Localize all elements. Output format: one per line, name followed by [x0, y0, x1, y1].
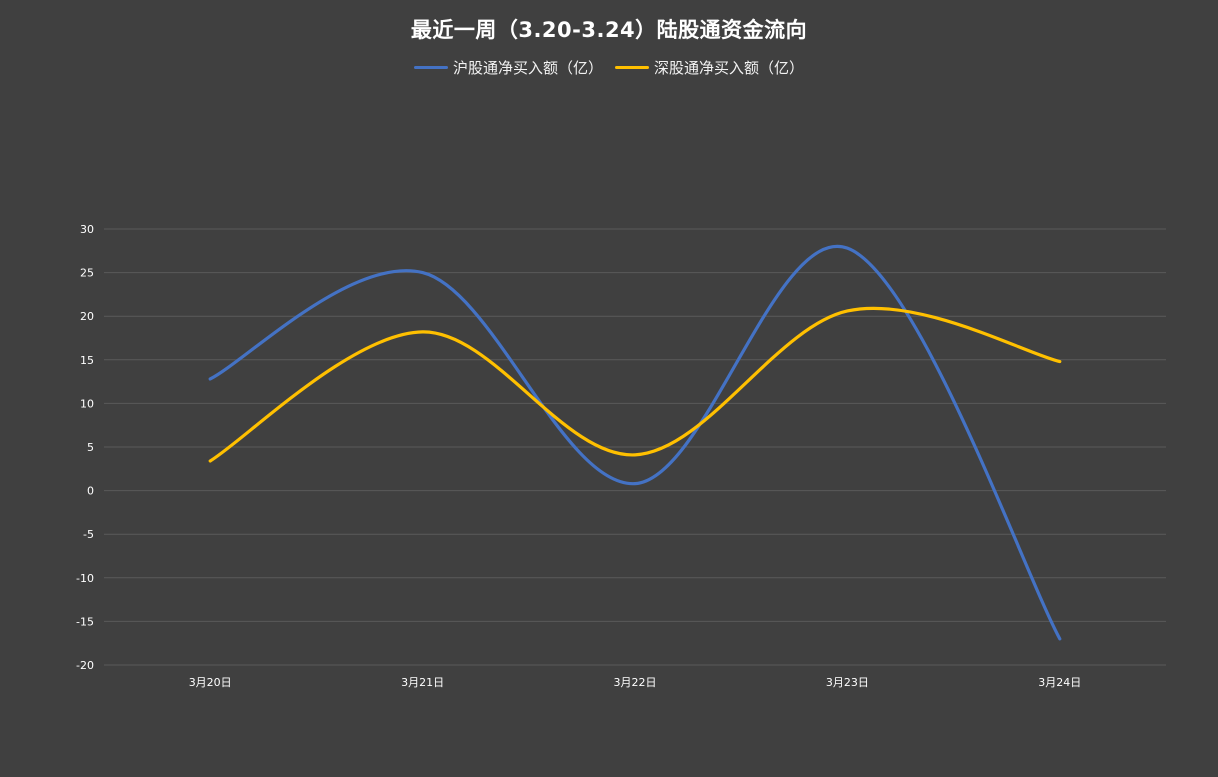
legend-swatch-sz	[615, 66, 649, 69]
data-point-1-1[interactable]	[420, 329, 426, 335]
legend-swatch-sh	[413, 66, 448, 69]
data-point-1-2[interactable]	[632, 452, 638, 458]
x-tick-label: 3月23日	[826, 676, 869, 689]
legend-item-sh[interactable]: 沪股通净买入额（亿）	[413, 57, 603, 78]
data-point-1-0[interactable]	[207, 458, 213, 464]
data-point-1-3[interactable]	[844, 308, 850, 314]
data-point-0-1[interactable]	[420, 270, 426, 276]
y-tick-label: 30	[80, 223, 94, 236]
data-point-1-4[interactable]	[1057, 359, 1063, 365]
series-line-0[interactable]	[208, 244, 1062, 641]
legend-item-sz[interactable]: 深股通净买入额（亿）	[615, 57, 804, 78]
y-tick-label: 10	[80, 397, 94, 410]
y-tick-label: -5	[83, 528, 94, 541]
legend-label-sz: 深股通净买入额（亿）	[654, 59, 805, 77]
data-point-0-0[interactable]	[207, 376, 213, 382]
x-tick-label: 3月22日	[614, 676, 657, 689]
y-tick-label: 15	[80, 354, 94, 367]
data-point-0-3[interactable]	[844, 245, 850, 251]
y-tick-label: 20	[80, 310, 94, 323]
data-point-0-2[interactable]	[632, 481, 638, 487]
y-tick-label: 0	[87, 485, 94, 498]
y-tick-label: -15	[76, 615, 94, 628]
chart-title: 最近一周（3.20-3.24）陆股通资金流向	[410, 18, 808, 42]
x-tick-label: 3月20日	[189, 676, 232, 689]
data-point-0-4[interactable]	[1057, 636, 1063, 642]
y-tick-label: 25	[80, 267, 94, 280]
x-tick-label: 3月21日	[401, 676, 444, 689]
y-tick-label: -20	[76, 659, 94, 672]
x-tick-label: 3月24日	[1038, 676, 1081, 689]
y-tick-label: 5	[87, 441, 94, 454]
series-line-1[interactable]	[208, 306, 1062, 463]
legend: 沪股通净买入额（亿） 深股通净买入额（亿）	[0, 57, 1218, 78]
legend-label-sh: 沪股通净买入额（亿）	[452, 59, 603, 77]
y-tick-label: -10	[76, 572, 94, 585]
